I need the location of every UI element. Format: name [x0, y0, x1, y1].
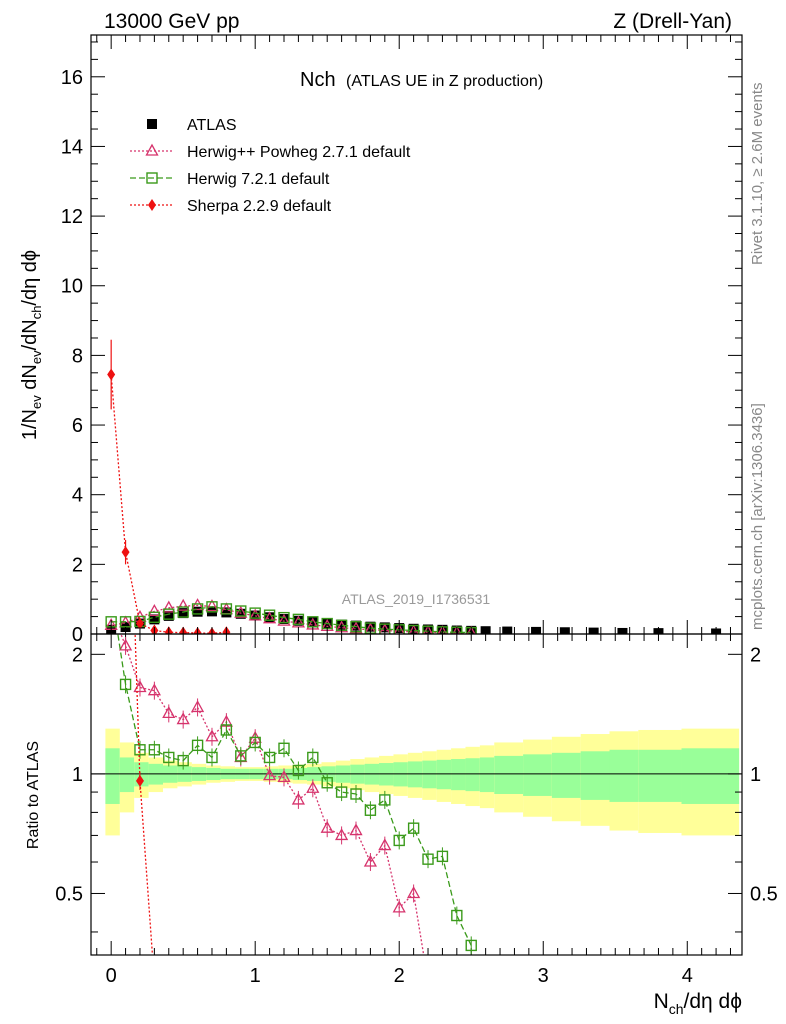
- ratio-y-tick-label-right: 1: [750, 764, 761, 786]
- x-tick-label: 3: [538, 965, 549, 987]
- y-tick-label: 0: [72, 624, 83, 646]
- legend-label: Herwig 7.2.1 default: [187, 171, 330, 188]
- legend-marker: [148, 199, 156, 211]
- y-tick-label: 10: [61, 276, 83, 298]
- main-y-label: 1/Nev dNev/dNch/dη dϕ: [19, 250, 44, 440]
- x-axis-label: Nch/dη dϕ: [654, 990, 742, 1017]
- band-inner-segment: [552, 753, 581, 798]
- title-sub: (ATLAS UE in Z production): [346, 73, 543, 90]
- band-inner-segment: [682, 748, 740, 804]
- atlas-point: [617, 628, 627, 638]
- band-inner-segment: [581, 751, 610, 800]
- main-title: Nch (ATLAS UE in Z production): [300, 69, 543, 91]
- y-tick-label: 4: [72, 485, 83, 507]
- atlas-point: [589, 628, 599, 638]
- atlas-point: [531, 627, 541, 637]
- title-main: Nch: [300, 69, 336, 91]
- band-inner-segment: [609, 750, 638, 802]
- x-tick-label: 2: [394, 965, 405, 987]
- energy-label: 13000 GeV pp: [104, 10, 239, 33]
- x-tick-label: 0: [106, 965, 117, 987]
- x-tick-label: 4: [682, 965, 693, 987]
- mcplots-label: mcplots.cern.ch [arXiv:1306.3436]: [749, 403, 766, 630]
- band-inner-segment: [523, 754, 552, 796]
- y-tick-label: 12: [61, 206, 83, 228]
- legend-label: Herwig++ Powheg 2.7.1 default: [187, 144, 411, 161]
- ratio-y-tick-label: 2: [72, 644, 83, 666]
- y-tick-label: 2: [72, 554, 83, 576]
- band-inner-segment: [422, 761, 436, 789]
- ratio-y-tick-label: 1: [72, 764, 83, 786]
- chart-canvas: 13000 GeV pp Z (Drell-Yan) Nch (ATLAS UE…: [0, 0, 786, 1024]
- band-inner-segment: [480, 757, 494, 792]
- band-inner-segment: [437, 760, 451, 789]
- atlas-point: [502, 627, 512, 637]
- ratio-plot: 0.5 0.5 1 1 2 2: [0, 68, 778, 982]
- ratio-point: [0, 936, 10, 946]
- band-inner-segment: [105, 748, 119, 804]
- process-label: Z (Drell-Yan): [613, 10, 732, 33]
- analysis-watermark: ATLAS_2019_I1736531: [342, 591, 491, 607]
- band-inner-segment: [638, 750, 681, 802]
- legend-label: Sherpa 2.2.9 default: [187, 198, 332, 215]
- legend: ATLAS Herwig++ Powheg 2.7.1 default Herwig…: [130, 117, 411, 215]
- ratio-y-tick-label-right: 0.5: [750, 883, 778, 905]
- y-tick-label: 14: [61, 136, 83, 158]
- y-tick-label: 16: [61, 67, 83, 89]
- rivet-label: Rivet 3.1.10, ≥ 2.6M events: [749, 83, 766, 266]
- y-tick-label: 6: [72, 415, 83, 437]
- band-inner-segment: [465, 758, 479, 791]
- ratio-y-tick-label-right: 2: [750, 644, 761, 666]
- main-point: [107, 369, 115, 381]
- ratio-line-0: [111, 609, 442, 982]
- ratio-y-label: Ratio to ATLAS: [25, 741, 42, 849]
- ratio-y-tick-label: 0.5: [55, 883, 83, 905]
- band-inner-segment: [451, 759, 465, 790]
- legend-marker: [147, 145, 158, 155]
- atlas-point: [560, 627, 570, 637]
- x-tick-label: 1: [250, 965, 261, 987]
- y-tick-label: 8: [72, 345, 83, 367]
- legend-label: ATLAS: [187, 117, 237, 134]
- main-line-3: [111, 375, 226, 634]
- band-inner-segment: [494, 756, 523, 794]
- band-inner-segment: [120, 757, 134, 792]
- main-point: [122, 546, 130, 558]
- legend-marker: [147, 119, 157, 129]
